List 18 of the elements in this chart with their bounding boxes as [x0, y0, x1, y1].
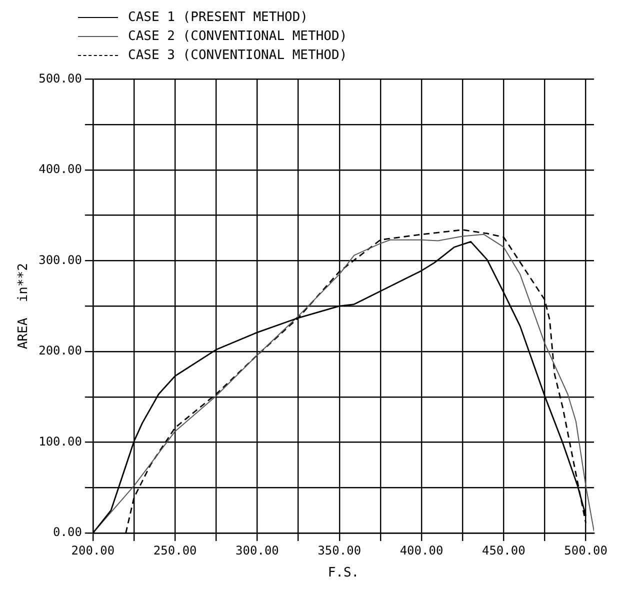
x-tick-label: 450.00 [482, 543, 526, 558]
x-tick-label: 200.00 [71, 543, 115, 558]
legend-label: CASE 3 (CONVENTIONAL METHOD) [128, 48, 348, 63]
x-tick-label: 250.00 [153, 543, 197, 558]
x-tick-label: 300.00 [236, 543, 279, 558]
y-tick-label: 100.00 [38, 434, 82, 448]
y-tick-label: 400.00 [38, 162, 82, 176]
legend-label: CASE 1 (PRESENT METHOD) [128, 10, 308, 25]
y-tick-label: 0.00 [53, 525, 82, 540]
x-tick-label: 350.00 [318, 543, 362, 558]
x-tick-label: 400.00 [400, 543, 444, 558]
y-tick-label: 500.00 [38, 71, 82, 86]
legend-label: CASE 2 (CONVENTIONAL METHOD) [128, 29, 348, 44]
x-axis-title: F.S. [328, 566, 360, 581]
y-tick-label: 300.00 [38, 252, 82, 267]
x-tick-label: 500.00 [564, 543, 608, 558]
y-axis-title: AREA in**2 [16, 263, 32, 350]
y-tick-label: 200.00 [38, 344, 82, 358]
